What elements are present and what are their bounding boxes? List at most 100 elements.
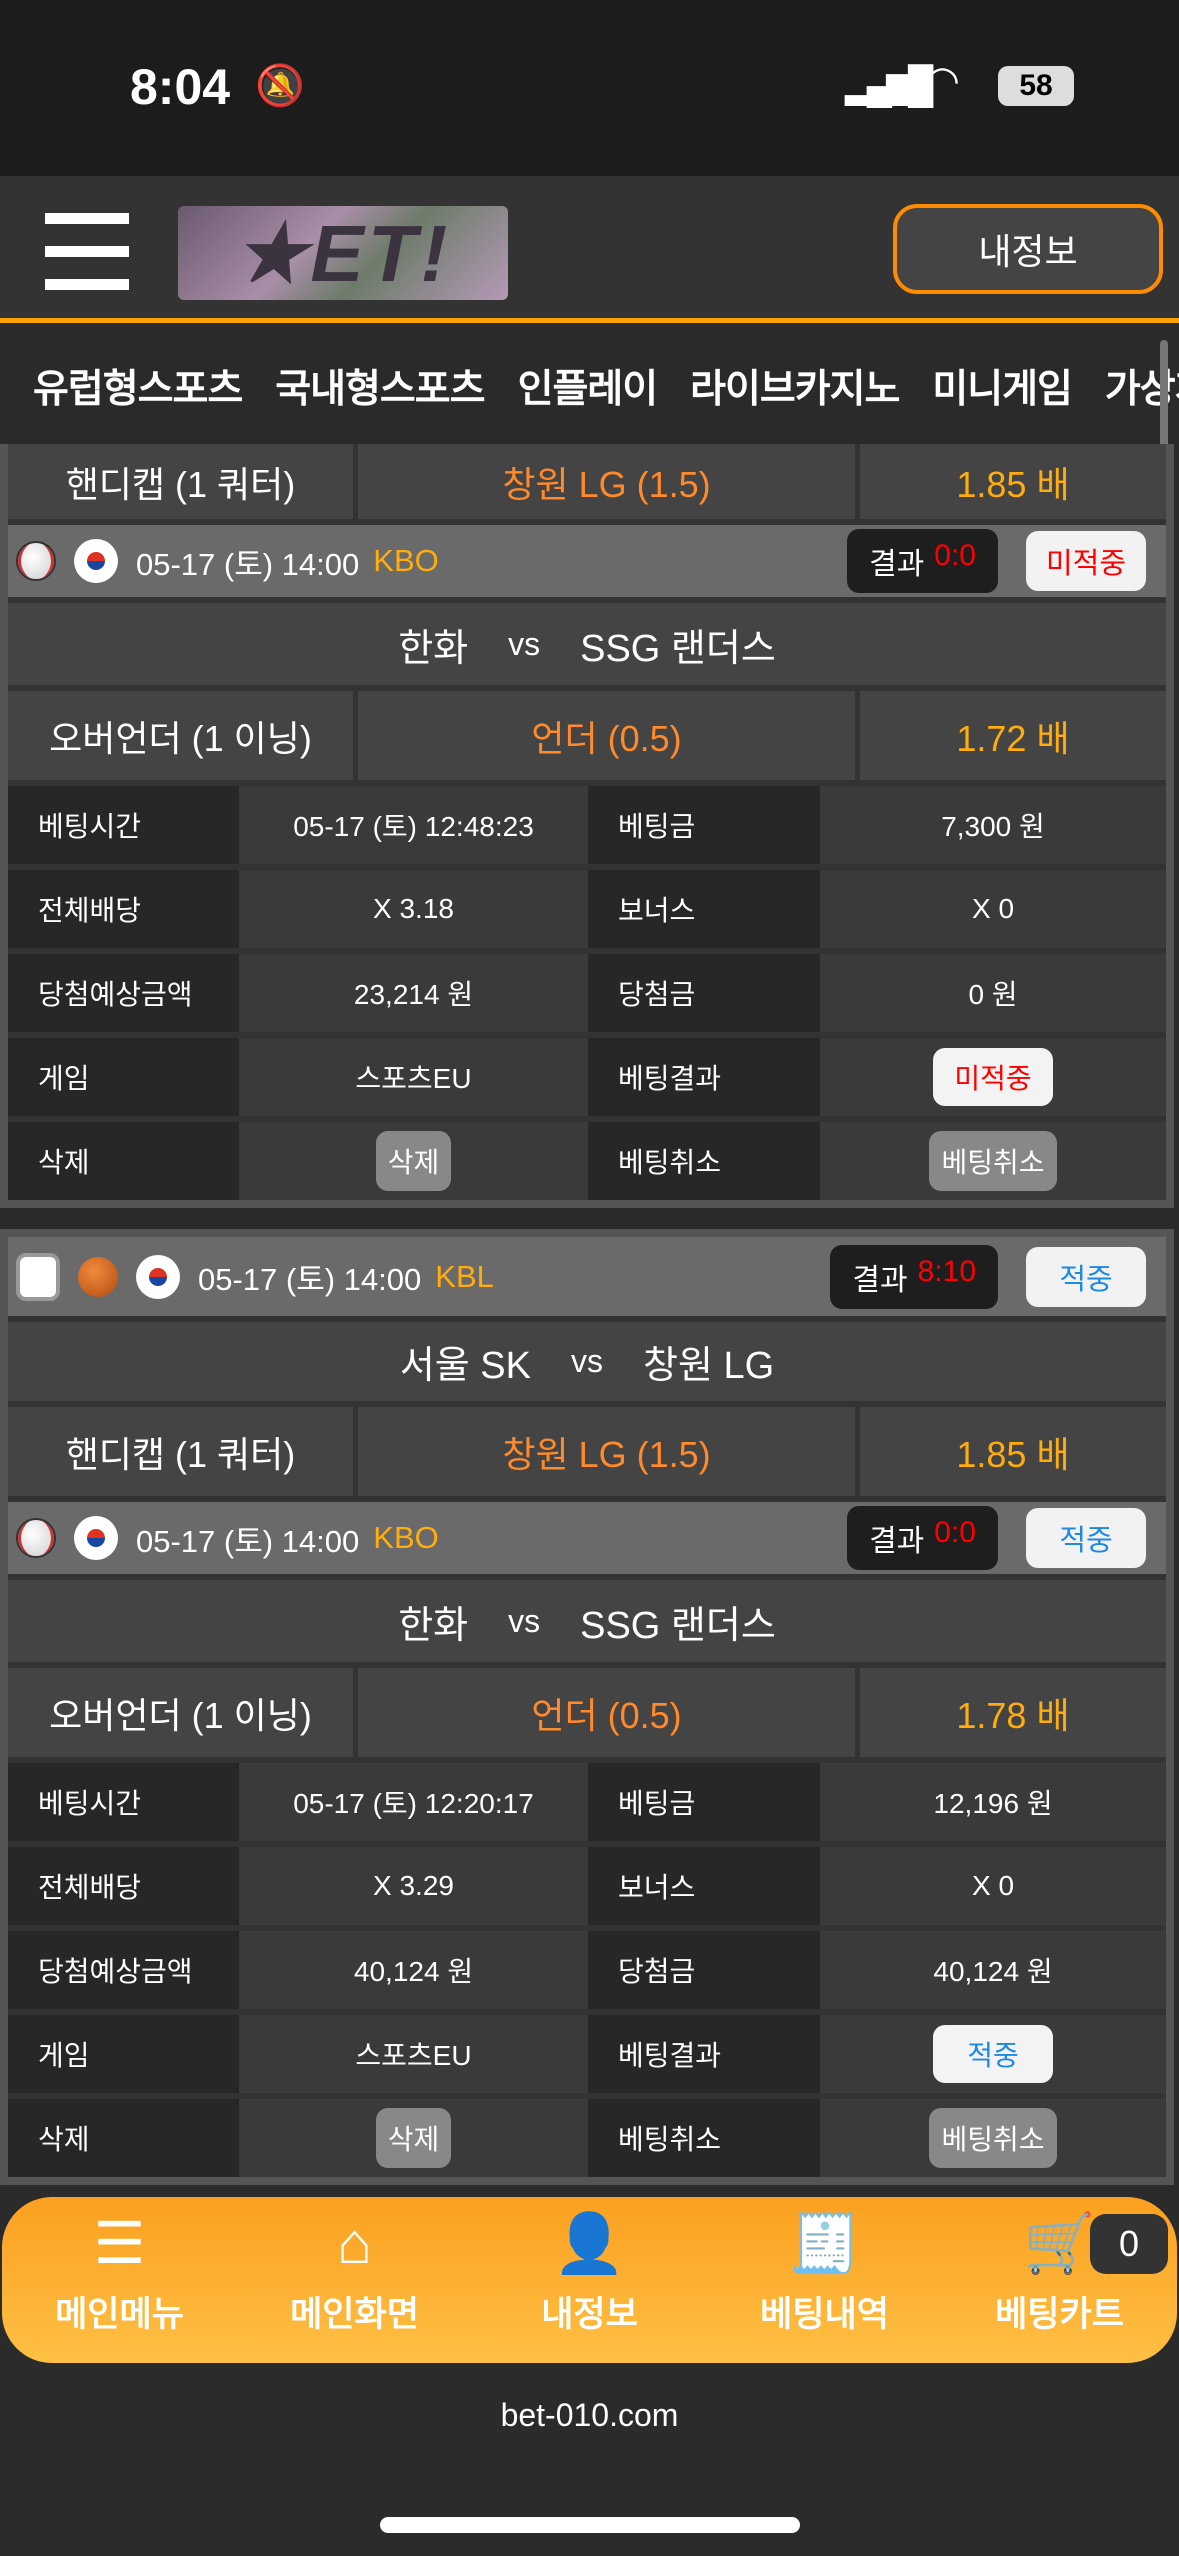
game-datetime: 05-17 (토) 14:00 <box>198 1262 422 1297</box>
bottom-nav-item[interactable]: ☰ 메인메뉴 <box>2 2197 237 2363</box>
result-label: 결과 <box>869 1525 925 1558</box>
detail-value: 05-17 (토) 12:48:23 <box>239 786 588 864</box>
status-badge: 적중 <box>1026 1508 1146 1568</box>
nav-item[interactable]: 미니게임 <box>932 368 1073 411</box>
winnings-value: 0 원 <box>968 979 1018 1010</box>
odds-cell: 1.72 배 <box>860 691 1166 780</box>
bottom-nav: ☰ 메인메뉴 ⌂ 메인화면 👤 내정보 🧾 베팅내역 🛒 베팅카트 <box>2 2197 1177 2363</box>
detail-value: 스포츠EU <box>239 1038 588 1116</box>
detail-label: 베팅결과 <box>588 2015 820 2093</box>
detail-label: 베팅시간 <box>8 1763 239 1841</box>
score: 8:10 <box>917 1254 976 1288</box>
bottom-nav-item[interactable]: 🧾 베팅내역 <box>707 2197 942 2363</box>
battery-icon: 58 <box>998 66 1074 106</box>
cancel-bet-button[interactable]: 베팅취소 <box>929 1131 1057 1191</box>
basketball-icon <box>78 1256 118 1297</box>
pick-cell[interactable]: 언더 (0.5) <box>358 691 860 780</box>
delete-button[interactable]: 삭제 <box>375 2108 452 2168</box>
result-badge: 결과 8:10 <box>830 1244 998 1309</box>
status-badge: 적중 <box>1026 1246 1146 1307</box>
my-info-button[interactable]: 내정보 <box>893 204 1163 294</box>
bet-amount-value: 7,300 원 <box>941 811 1045 842</box>
bottom-nav-item[interactable]: 👤 내정보 <box>472 2197 707 2363</box>
detail-label: 삭제 <box>8 2099 239 2177</box>
detail-value: X 0 <box>820 870 1166 948</box>
market-name: 핸디캡 (1 쿼터) <box>8 444 358 519</box>
vs-label: vs <box>571 1343 603 1379</box>
cart-icon: 🛒 <box>1023 2211 1096 2276</box>
home-team: 서울 SK <box>399 1345 531 1387</box>
cancel-bet-button[interactable]: 베팅취소 <box>929 2108 1057 2168</box>
bet-card: 핸디캡 (1 쿼터) 창원 LG (1.5) 1.85 배 05-17 (토) … <box>0 444 1174 1208</box>
cart-count-badge: 0 <box>1090 2214 1168 2274</box>
total-odds-value: X 3.29 <box>373 1870 454 1901</box>
odds-cell: 1.85 배 <box>860 444 1166 519</box>
hamburger-menu-icon[interactable] <box>45 213 129 312</box>
select-checkbox[interactable] <box>16 1252 60 1301</box>
detail-row: 베팅시간 05-17 (토) 12:48:23 베팅금 7,300 원 <box>8 786 1166 870</box>
bet-card: 05-17 (토) 14:00 KBL 결과 8:10 적중 서울 SK vs 창… <box>0 1229 1174 2185</box>
detail-label: 보너스 <box>588 1847 820 1925</box>
detail-row: 전체배당 X 3.18 보너스 X 0 <box>8 870 1166 954</box>
pick-cell[interactable]: 언더 (0.5) <box>358 1668 860 1757</box>
detail-value: 삭제 <box>239 2099 588 2177</box>
clock: 8:04 <box>130 59 231 115</box>
score: 0:0 <box>934 539 976 572</box>
site-url: bet-010.com <box>500 2397 679 2433</box>
market-row: 오버언더 (1 이닝) 언더 (0.5) 1.72 배 <box>8 691 1166 786</box>
nav-item[interactable]: 라이브카지노 <box>690 368 900 411</box>
detail-label: 보너스 <box>588 870 820 948</box>
category-nav: 유럽형스포츠국내형스포츠인플레이라이브카지노미니게임가상게 <box>0 328 1179 444</box>
detail-value: 12,196 원 <box>820 1763 1166 1841</box>
bottom-nav-item[interactable]: 🛒 베팅카트 <box>942 2197 1177 2363</box>
league: KBL <box>435 1258 494 1294</box>
detail-row: 삭제 삭제 베팅취소 베팅취소 <box>8 2099 1166 2177</box>
home-indicator <box>380 2517 800 2533</box>
detail-label: 베팅금 <box>588 1763 820 1841</box>
detail-value: 23,214 원 <box>239 954 588 1032</box>
result-label: 결과 <box>852 1263 908 1297</box>
bonus-value: X 0 <box>971 893 1015 924</box>
bet-time-value: 05-17 (토) 12:20:17 <box>293 1788 534 1819</box>
vs-label: vs <box>508 1602 541 1639</box>
detail-value: 삭제 <box>239 1122 588 1200</box>
scrollbar[interactable] <box>1160 340 1168 490</box>
result-label: 결과 <box>869 548 925 581</box>
detail-row: 베팅시간 05-17 (토) 12:20:17 베팅금 12,196 원 <box>8 1763 1166 1847</box>
detail-row: 전체배당 X 3.29 보너스 X 0 <box>8 1847 1166 1931</box>
detail-value: 40,124 원 <box>239 1931 588 2009</box>
bottom-nav-item[interactable]: ⌂ 메인화면 <box>237 2197 472 2363</box>
bottom-nav-label: 베팅카트 <box>995 2295 1124 2334</box>
nav-item[interactable]: 인플레이 <box>517 368 659 411</box>
detail-row: 게임 스포츠EU 베팅결과 미적중 <box>8 1038 1166 1122</box>
total-odds-value: X 3.18 <box>373 893 454 924</box>
detail-label: 당첨예상금액 <box>8 954 239 1032</box>
signal-icon: ▂▄▆█ <box>845 64 933 105</box>
nav-item[interactable]: 국내형스포츠 <box>275 368 485 411</box>
market-row: 핸디캡 (1 쿼터) 창원 LG (1.5) 1.85 배 <box>8 444 1166 525</box>
nav-item[interactable]: 유럽형스포츠 <box>33 368 243 411</box>
detail-value: X 3.18 <box>239 870 588 948</box>
pick-cell[interactable]: 창원 LG (1.5) <box>358 444 860 519</box>
delete-button[interactable]: 삭제 <box>375 1131 452 1191</box>
game-header: 05-17 (토) 14:00 KBO 결과 0:0 적중 <box>8 1502 1166 1580</box>
teams-row: 서울 SK vs 창원 LG <box>8 1322 1166 1407</box>
league: KBO <box>373 1520 439 1555</box>
pick-cell[interactable]: 창원 LG (1.5) <box>358 1407 860 1496</box>
detail-label: 베팅취소 <box>588 1122 820 1200</box>
market-name: 오버언더 (1 이닝) <box>8 691 358 780</box>
detail-value: 베팅취소 <box>820 2099 1166 2177</box>
detail-label: 당첨예상금액 <box>8 1931 239 2009</box>
bonus-value: X 0 <box>971 1870 1015 1901</box>
detail-value: 스포츠EU <box>239 2015 588 2093</box>
logo[interactable]: ★ET! <box>178 206 508 300</box>
home-team: 한화 <box>398 627 469 670</box>
mute-icon: 🔕 <box>255 64 305 108</box>
home-icon: ⌂ <box>336 2211 373 2276</box>
teams-row: 한화 vs SSG 랜더스 <box>8 603 1166 691</box>
detail-value: 40,124 원 <box>820 1931 1166 2009</box>
bet-result-badge: 적중 <box>933 2025 1053 2083</box>
game-datetime: 05-17 (토) 14:00 <box>136 546 360 582</box>
game-value: 스포츠EU <box>355 1063 472 1094</box>
detail-row: 당첨예상금액 23,214 원 당첨금 0 원 <box>8 954 1166 1038</box>
